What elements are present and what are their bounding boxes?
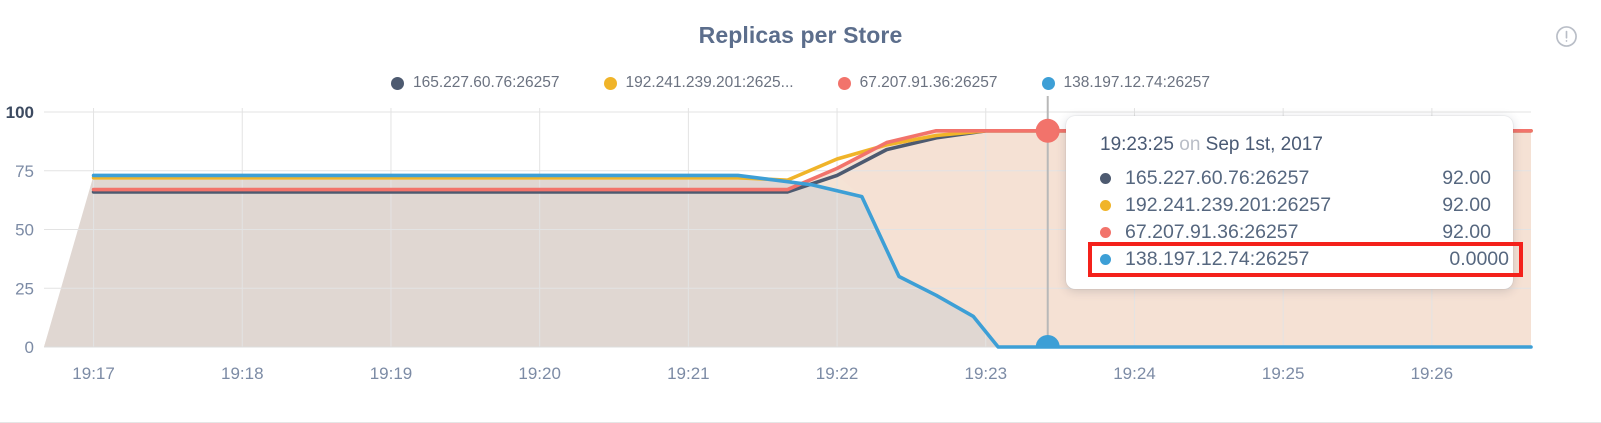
series-dot-icon [1100, 227, 1111, 238]
legend-label: 138.197.12.74:26257 [1063, 74, 1211, 91]
tooltip-timestamp: 19:23:25 on Sep 1st, 2017 [1100, 134, 1491, 156]
svg-text:19:25: 19:25 [1262, 364, 1305, 383]
tooltip-series-value: 92.00 [1442, 167, 1491, 189]
tooltip-on-word: on [1179, 134, 1201, 155]
tooltip-series-value: 92.00 [1442, 194, 1491, 216]
legend-label: 192.241.239.201:2625... [625, 74, 794, 91]
svg-text:19:19: 19:19 [370, 364, 413, 383]
legend-swatch-icon [1041, 76, 1055, 90]
legend-item-2[interactable]: 67.207.91.36:26257 [837, 74, 998, 92]
tooltip-date: Sep 1st, 2017 [1205, 134, 1323, 155]
legend-item-1[interactable]: 192.241.239.201:2625... [603, 74, 794, 92]
svg-text:19:21: 19:21 [667, 364, 710, 383]
tooltip-row: 67.207.91.36:26257 92.00 [1100, 219, 1491, 246]
chart-tooltip: 19:23:25 on Sep 1st, 2017 165.227.60.76:… [1066, 116, 1523, 289]
alert-circle-icon[interactable] [1554, 24, 1579, 49]
series-dot-icon [1100, 200, 1111, 211]
svg-text:19:26: 19:26 [1411, 364, 1454, 383]
tooltip-row-highlighted: 138.197.12.74:26257 0.0000 [1088, 242, 1523, 277]
svg-text:19:20: 19:20 [518, 364, 561, 383]
legend-swatch-icon [837, 76, 851, 90]
chart-legend: 165.227.60.76:26257 192.241.239.201:2625… [0, 74, 1601, 92]
legend-item-3[interactable]: 138.197.12.74:26257 [1041, 74, 1211, 92]
tooltip-series-label: 67.207.91.36:26257 [1125, 221, 1299, 243]
tooltip-series-value: 92.00 [1442, 221, 1491, 243]
tooltip-time: 19:23:25 [1100, 134, 1174, 155]
svg-text:100: 100 [6, 103, 34, 122]
svg-text:19:24: 19:24 [1113, 364, 1156, 383]
legend-swatch-icon [603, 76, 617, 90]
svg-text:19:17: 19:17 [72, 364, 115, 383]
svg-text:75: 75 [15, 162, 34, 181]
page-title: Replicas per Store [698, 22, 903, 48]
tooltip-series-label: 192.241.239.201:26257 [1125, 194, 1332, 216]
svg-text:19:18: 19:18 [221, 364, 264, 383]
series-dot-icon [1100, 254, 1111, 265]
tooltip-row: 165.227.60.76:26257 92.00 [1100, 165, 1491, 192]
legend-item-0[interactable]: 165.227.60.76:26257 [390, 74, 560, 92]
legend-label: 165.227.60.76:26257 [412, 74, 560, 91]
tooltip-series-label: 138.197.12.74:26257 [1125, 248, 1310, 270]
svg-text:25: 25 [15, 279, 34, 298]
tooltip-series-value: 0.0000 [1449, 248, 1509, 270]
svg-text:50: 50 [15, 221, 34, 240]
legend-label: 67.207.91.36:26257 [859, 74, 998, 91]
svg-text:19:23: 19:23 [964, 364, 1007, 383]
series-dot-icon [1100, 173, 1111, 184]
svg-text:19:22: 19:22 [816, 364, 859, 383]
legend-swatch-icon [390, 76, 404, 90]
tooltip-row: 192.241.239.201:26257 92.00 [1100, 192, 1491, 219]
tooltip-series-label: 165.227.60.76:26257 [1125, 167, 1310, 189]
svg-text:0: 0 [25, 338, 34, 357]
